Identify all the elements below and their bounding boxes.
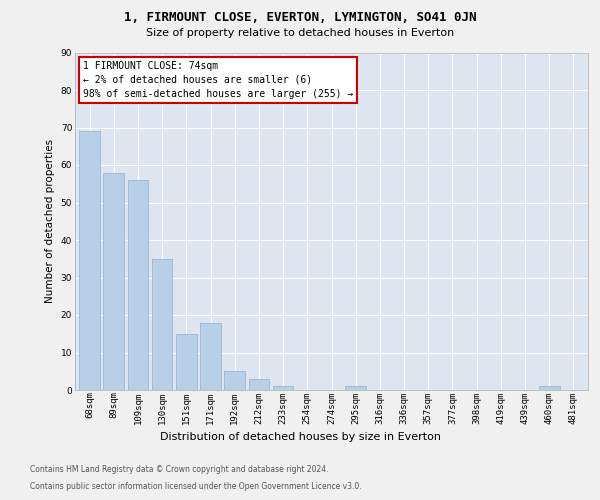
Bar [176,334,197,390]
Text: Contains HM Land Registry data © Crown copyright and database right 2024.: Contains HM Land Registry data © Crown c… [30,465,329,474]
Bar [128,180,148,390]
Text: 1, FIRMOUNT CLOSE, EVERTON, LYMINGTON, SO41 0JN: 1, FIRMOUNT CLOSE, EVERTON, LYMINGTON, S… [124,11,476,24]
Bar [273,386,293,390]
Text: Distribution of detached houses by size in Everton: Distribution of detached houses by size … [160,432,440,442]
Bar [79,131,100,390]
Bar [248,379,269,390]
Text: Size of property relative to detached houses in Everton: Size of property relative to detached ho… [146,28,454,38]
Y-axis label: Number of detached properties: Number of detached properties [45,139,55,304]
Bar [152,259,172,390]
Bar [346,386,366,390]
Text: 1 FIRMOUNT CLOSE: 74sqm
← 2% of detached houses are smaller (6)
98% of semi-deta: 1 FIRMOUNT CLOSE: 74sqm ← 2% of detached… [83,61,353,99]
Bar [224,371,245,390]
Bar [103,172,124,390]
Text: Contains public sector information licensed under the Open Government Licence v3: Contains public sector information licen… [30,482,362,491]
Bar [539,386,560,390]
Bar [200,322,221,390]
